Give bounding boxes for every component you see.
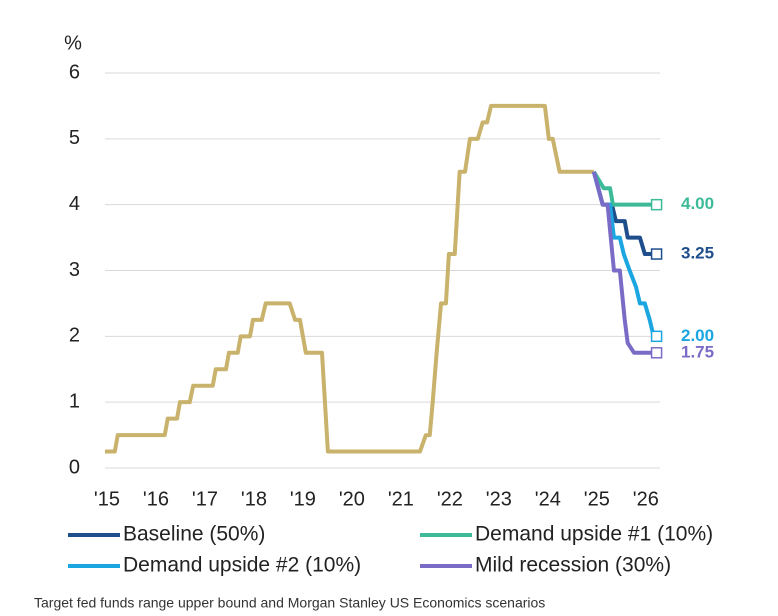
x-tick-label: '26 xyxy=(633,488,659,510)
x-tick-label: '22 xyxy=(437,488,463,510)
end-marker xyxy=(650,347,663,359)
end-label: 1.75 xyxy=(681,342,714,361)
legend-label: Demand upside #1 (10%) xyxy=(475,523,713,546)
y-tick-label: 2 xyxy=(69,325,80,347)
y-axis-label: % xyxy=(64,32,82,54)
y-tick-label: 3 xyxy=(69,259,80,281)
x-tick-label: '18 xyxy=(241,488,267,510)
x-tick-label: '17 xyxy=(192,488,218,510)
x-tick-label: '23 xyxy=(486,488,512,510)
y-tick-label: 6 xyxy=(69,61,80,83)
end-marker xyxy=(650,248,663,260)
x-tick-label: '25 xyxy=(584,488,610,510)
caption: Target fed funds range upper bound and M… xyxy=(34,595,545,611)
series-line xyxy=(591,171,657,339)
x-tick-label: '16 xyxy=(143,488,169,510)
series-line xyxy=(592,170,657,207)
y-tick-label: 5 xyxy=(69,127,80,149)
legend-label: Baseline (50%) xyxy=(123,523,265,546)
x-tick-label: '20 xyxy=(339,488,365,510)
end-label: 4.00 xyxy=(681,194,714,213)
x-tick-label: '21 xyxy=(388,488,414,510)
series-line xyxy=(105,103,594,454)
end-label: 3.25 xyxy=(681,244,714,263)
x-tick-label: '15 xyxy=(94,488,120,510)
series-line xyxy=(591,171,657,355)
end-marker xyxy=(650,330,663,343)
x-tick-label: '24 xyxy=(535,488,561,510)
end-marker xyxy=(650,198,663,211)
x-tick-label: '19 xyxy=(290,488,316,510)
y-tick-label: 1 xyxy=(69,390,80,412)
legend-label: Mild recession (30%) xyxy=(475,554,671,577)
legend-label: Demand upside #2 (10%) xyxy=(123,554,361,577)
end-label: 2.00 xyxy=(681,326,714,345)
y-tick-label: 4 xyxy=(69,193,80,215)
y-tick-label: 0 xyxy=(69,456,80,478)
